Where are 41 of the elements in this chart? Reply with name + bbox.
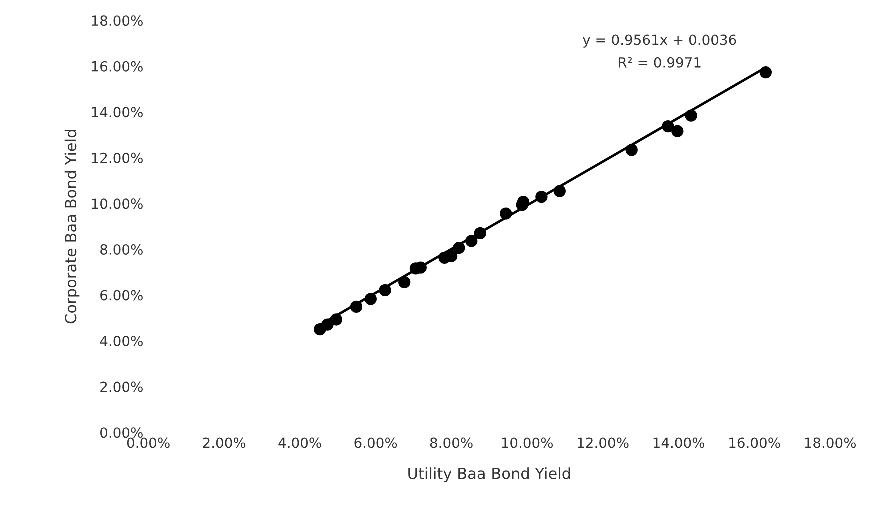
- y-tick-label: 4.00%: [100, 336, 143, 347]
- point: [466, 235, 478, 248]
- point: [364, 293, 377, 306]
- y-tick-label: 18.00%: [92, 16, 143, 26]
- x-tick-label: 0.00%: [127, 438, 170, 448]
- y-tick-label: 12.00%: [92, 152, 143, 164]
- x-tick-label: 16.00%: [730, 438, 780, 448]
- point: [500, 208, 512, 220]
- x-tick-label: 4.00%: [278, 438, 322, 448]
- y-tick-label: 2.00%: [100, 382, 143, 392]
- point: [760, 66, 772, 79]
- y-tick-label: 6.00%: [100, 290, 143, 301]
- y-tick-label: 16.00%: [92, 61, 143, 72]
- point: [554, 185, 566, 198]
- point: [379, 284, 392, 297]
- point: [662, 120, 674, 133]
- y-axis-title: Corporate Baa Bond Yield: [64, 130, 80, 324]
- point: [330, 314, 343, 326]
- y-tick-label: 0.00%: [100, 428, 143, 438]
- point: [685, 110, 698, 122]
- y-tick-label: 8.00%: [100, 244, 143, 255]
- point: [398, 276, 411, 289]
- y-tick-label: 10.00%: [92, 198, 143, 210]
- x-tick-label: 10.00%: [502, 438, 554, 448]
- x-tick-label: 12.00%: [578, 438, 629, 448]
- x-tick-label: 18.00%: [805, 438, 856, 448]
- annotation: R² = 0.9971: [619, 57, 701, 68]
- x-axis-title: Utility Baa Bond Yield: [408, 468, 570, 482]
- x-tick-label: 14.00%: [654, 438, 705, 448]
- x-tick-label: 2.00%: [203, 438, 246, 448]
- point: [536, 191, 548, 204]
- x-tick-label: 8.00%: [430, 438, 473, 448]
- point: [350, 300, 363, 314]
- x-tick-label: 6.00%: [354, 438, 398, 448]
- y-tick-label: 14.00%: [92, 107, 143, 118]
- point: [672, 125, 684, 138]
- point: [322, 318, 334, 331]
- annotation: y = 0.9561x + 0.0036: [583, 34, 736, 48]
- point: [626, 144, 638, 156]
- point: [474, 227, 486, 240]
- point: [453, 242, 466, 254]
